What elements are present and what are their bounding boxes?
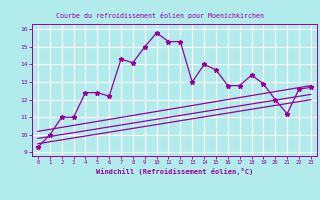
X-axis label: Windchill (Refroidissement éolien,°C): Windchill (Refroidissement éolien,°C) bbox=[96, 168, 253, 175]
Text: Courbe du refroidissement éolien pour Moenichkirchen: Courbe du refroidissement éolien pour Mo… bbox=[56, 12, 264, 19]
